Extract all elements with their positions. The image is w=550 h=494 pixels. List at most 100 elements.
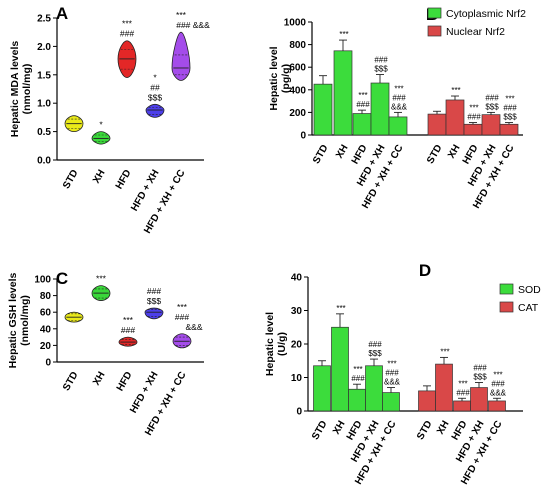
significance-mark: *** [176,10,187,20]
significance-mark: ### [121,325,135,335]
legend-label: Nuclear Nrf2 [446,26,505,38]
y-tick-label: 600 [289,63,306,74]
significance-mark: *** [358,91,367,100]
y-tick-label: 2.5 [37,14,51,25]
y-tick-label: 0 [296,407,302,418]
y-tick-label: 20 [291,340,303,351]
significance-mark: ### [351,374,365,383]
significance-mark: ### [356,100,370,109]
bar-cytoplasmic-nrf2 [313,83,333,136]
y-tick-label: 80 [40,291,52,302]
significance-mark: ### [467,113,481,122]
bar-nuclear-nrf2 [427,113,447,136]
significance-mark: ### [485,93,499,102]
panel-letter: C [56,269,68,288]
x-tick-label: STD [61,370,81,393]
y-tick-label: 20 [40,341,52,352]
significance-mark: &&& [185,322,202,332]
significance-mark: &&& [391,102,408,111]
x-tick-label: STD [310,419,330,442]
significance-mark: *** [458,379,467,388]
significance-mark: *** [336,304,345,313]
bar-nuclear-nrf2 [499,123,519,136]
significance-mark: ### [392,93,406,102]
y-tick-label: 30 [291,306,303,317]
legend-swatch [427,7,442,19]
y-tick-label: 0 [300,131,306,142]
significance-mark: ### [491,379,505,388]
y-tick-label: 40 [40,324,52,335]
bar-cytoplasmic-nrf2 [352,113,372,136]
y-axis-label: Hepatic GSH levels [7,272,19,368]
y-tick-label: 0 [45,358,51,369]
bar-cat [418,390,436,412]
bar-cytoplasmic-nrf2 [333,50,353,136]
significance-mark: *** [353,365,362,374]
significance-mark: *** [469,104,478,113]
bar-cat [435,363,453,412]
bar-cat [488,400,506,412]
bar-sod [382,392,400,412]
panel-letter: D [419,261,431,280]
violin-hfd-xh [145,103,165,118]
significance-mark: ### [147,286,161,296]
violin-xh [91,131,111,145]
significance-mark: *** [451,86,460,95]
y-axis-label-unit: (pg/g) [280,64,292,93]
legend-swatch [427,25,442,37]
y-tick-label: 400 [289,85,306,96]
bar-cytoplasmic-nrf2 [388,116,408,136]
y-tick-label: 10 [291,373,303,384]
y-tick-label: 200 [289,108,306,119]
y-axis-label: Hepatic level [264,312,276,376]
y-tick-label: 100 [34,275,51,286]
significance-mark: *** [122,19,133,29]
x-tick-label: STD [61,168,81,191]
y-axis-label-unit: (nmol/mg) [21,64,33,115]
y-tick-label: 1.0 [37,99,51,110]
x-tick-label: STD [415,419,435,442]
bar-nuclear-nrf2 [481,114,501,136]
significance-mark: ### [368,340,382,349]
significance-mark: *** [505,95,514,104]
legend-label: CAT [518,302,539,314]
significance-mark: $$$ [374,65,388,74]
bar-cat [470,387,488,412]
panel-letter: A [56,4,68,23]
bar-sod [313,365,331,412]
significance-mark: ### &&& [176,20,210,30]
bar-cytoplasmic-nrf2 [370,82,390,136]
significance-mark: $$$ [147,296,161,306]
significance-mark: *** [387,360,396,369]
y-axis-label-unit: (nmol/mg) [19,295,31,346]
significance-mark: * [153,72,157,82]
significance-mark: * [99,120,103,130]
y-axis-label: Hepatic MDA levels [9,41,21,138]
x-tick-label: STD [425,143,445,166]
significance-mark: *** [493,370,502,379]
bar-cat [453,400,471,412]
significance-mark: *** [123,315,134,325]
significance-mark: $$$ [148,92,162,102]
significance-mark: *** [177,302,188,312]
significance-mark: ### [456,388,470,397]
x-tick-label: XH [446,143,462,161]
significance-mark: ### [120,29,134,39]
significance-mark: *** [394,84,403,93]
y-tick-label: 40 [291,273,303,284]
x-tick-label: STD [311,143,331,166]
y-tick-label: 60 [40,308,52,319]
legend-label: SOD [518,284,541,296]
significance-mark: ### [473,364,487,373]
y-axis-label-unit: (U/g) [276,332,288,356]
significance-mark: ### [374,56,388,65]
legend-swatch [499,283,514,295]
legend-label: Cytoplasmic Nrf2 [446,8,526,20]
significance-mark: $$$ [368,349,382,358]
bar-sod [331,326,349,412]
x-tick-label: XH [91,168,107,186]
bar-sod [348,388,366,412]
violin-hfd-xh-cc [171,31,191,81]
significance-mark: ## [150,82,160,92]
